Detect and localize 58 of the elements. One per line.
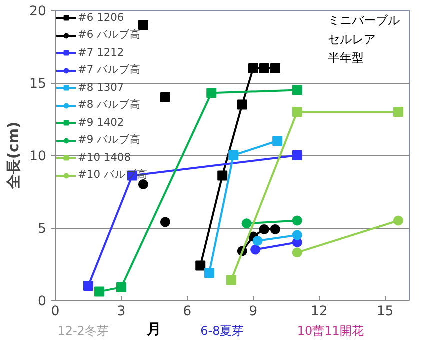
point	[270, 224, 280, 234]
point	[394, 216, 404, 226]
text: 12-2冬芽	[58, 324, 109, 338]
point	[250, 244, 261, 255]
point	[292, 230, 302, 240]
point	[206, 88, 217, 98]
x-tick-label: 6	[183, 304, 192, 320]
point	[272, 136, 283, 146]
x-tick-label: 12	[310, 304, 328, 320]
point	[160, 217, 170, 228]
point	[237, 100, 248, 110]
point	[138, 180, 148, 190]
annotation: 半年型	[328, 51, 364, 66]
point	[228, 150, 239, 160]
y-tick-label: 15	[30, 77, 47, 92]
y-tick-label: 0	[38, 294, 47, 310]
point	[83, 281, 94, 291]
legend-label: #8 バルブ高	[78, 98, 142, 112]
point	[242, 218, 252, 229]
x-axis-title: 月	[146, 321, 162, 338]
point	[116, 282, 126, 292]
point	[252, 236, 263, 246]
point	[226, 275, 236, 286]
point	[292, 107, 302, 117]
point	[94, 286, 104, 297]
point	[270, 64, 280, 74]
point	[160, 92, 170, 102]
point	[196, 260, 206, 271]
point	[292, 85, 302, 96]
text: 10蕾11開花	[297, 324, 364, 338]
x-tick-label: 15	[376, 304, 394, 320]
x-tick-label: 3	[117, 304, 126, 320]
point	[292, 150, 302, 160]
point	[292, 248, 302, 258]
y-tick-label: 5	[38, 222, 47, 237]
x-tick-label: 9	[249, 304, 258, 320]
point	[218, 170, 228, 181]
point	[248, 64, 258, 74]
legend-label: #6 バルブ高	[78, 28, 142, 42]
legend-label: #7 バルブ高	[78, 63, 142, 77]
annotation: セルレア	[328, 32, 376, 46]
point	[259, 64, 270, 74]
point	[259, 224, 270, 234]
legend-label: #7 1212	[78, 46, 124, 59]
legend-label: #6 1206	[78, 11, 124, 24]
text: 6-8夏芽	[200, 324, 244, 338]
point	[394, 107, 404, 117]
y-axis-title: 全長(cm)	[6, 122, 23, 190]
y-tick-label: 20	[30, 4, 47, 20]
legend-label: #9 1402	[78, 116, 124, 129]
point	[292, 216, 302, 226]
annotation: ミニバーブル	[328, 13, 400, 28]
y-tick-label: 10	[30, 150, 47, 164]
legend-label: #8 1307	[78, 81, 124, 94]
point	[204, 268, 214, 278]
x-tick-label: 0	[51, 304, 60, 320]
point	[138, 20, 148, 30]
legend-label: #9 バルブ高	[78, 133, 142, 147]
